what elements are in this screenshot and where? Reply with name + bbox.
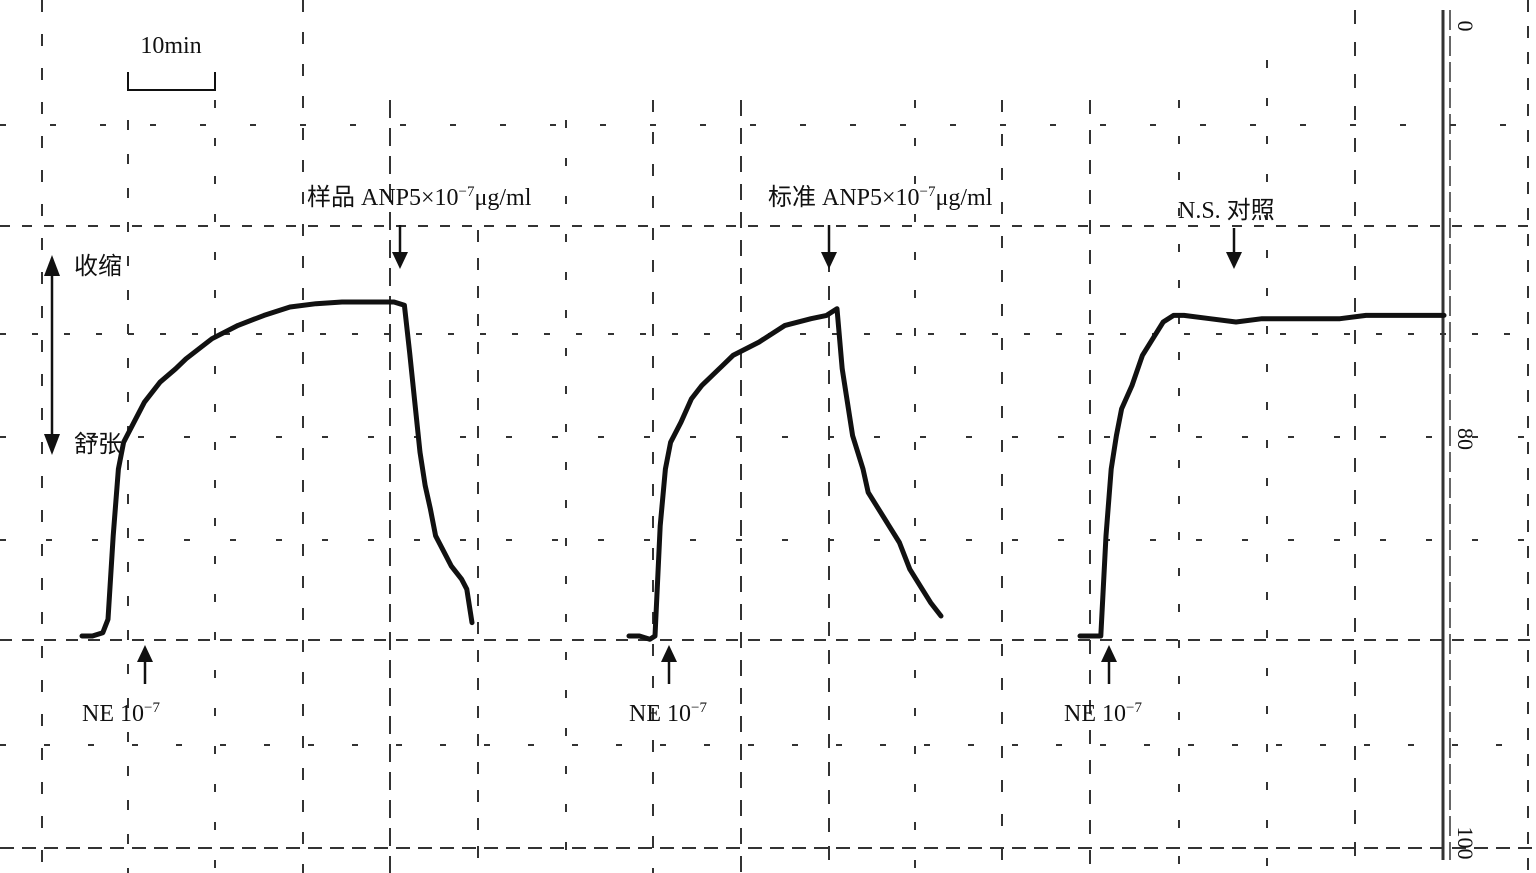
sample-anp-arrow-head (392, 252, 408, 269)
ns-control-annotation: N.S. 对照 (1178, 197, 1275, 224)
standard-anp-arrow-head (821, 252, 837, 269)
scale-tick-label: 0 (1453, 21, 1478, 32)
ne-annotation-1: NE 10−7 (82, 700, 160, 727)
ne-annotation-3: NE 10−7 (1064, 700, 1142, 727)
trace-line-1 (79, 299, 475, 639)
scale-tick-label: 80 (1453, 428, 1478, 450)
relaxation-label: 舒张 (74, 431, 122, 458)
sample-anp-annotation: 样品 ANP5×10−7μg/ml (307, 184, 532, 211)
direction-arrow-down-head (44, 434, 60, 455)
contraction-label: 收缩 (74, 253, 122, 280)
direction-indicator: 收缩 舒张 (44, 253, 122, 458)
ne-arrow-1-head (137, 645, 153, 662)
ne-arrow-3-head (1101, 645, 1117, 662)
direction-arrow-up-head (44, 255, 60, 276)
trace-line-3 (1077, 312, 1447, 639)
recorder-scale: 0 80 100 (1453, 21, 1478, 860)
traces (79, 299, 1447, 642)
trace-line-2 (626, 306, 944, 642)
ne-annotation-2: NE 10−7 (629, 700, 707, 727)
ns-control-arrow-head (1226, 252, 1242, 269)
time-scale-bar: 10min (127, 33, 216, 91)
ne-arrow-2-head (661, 645, 677, 662)
scale-tick-label: 100 (1453, 827, 1478, 860)
time-scale-label: 10min (140, 33, 201, 59)
time-scale-bracket (127, 72, 216, 91)
standard-anp-annotation: 标准 ANP5×10−7μg/ml (768, 184, 993, 211)
annotations: 样品 ANP5×10−7μg/ml 标准 ANP5×10−7μg/ml N.S.… (82, 184, 1275, 727)
